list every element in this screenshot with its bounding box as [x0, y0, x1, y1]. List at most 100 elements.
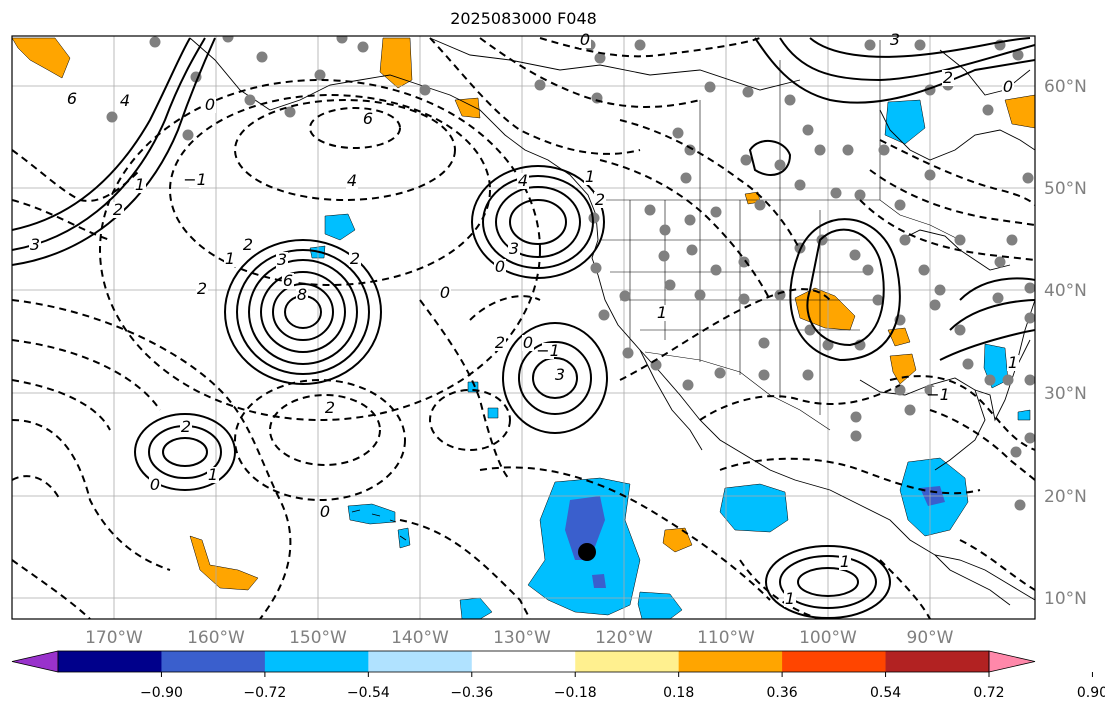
contour-label-bg: [204, 97, 216, 113]
colorbar-tick-label: −0.54: [347, 685, 390, 701]
lon-label: 120°W: [595, 628, 653, 648]
contour-label-bg: [189, 172, 201, 188]
contour-label-bg: [346, 173, 358, 189]
contour-label-bg: [517, 173, 529, 189]
station-dot: [954, 324, 966, 336]
station-dot: [849, 249, 861, 261]
station-dot: [680, 172, 692, 184]
lon-label: 100°W: [799, 628, 857, 648]
station-dot: [694, 289, 706, 301]
shade-orange-gulf-coast: [887, 327, 911, 347]
contour-label: −1: [183, 170, 207, 189]
contour-label: 6: [363, 109, 373, 128]
map-title: 2025083000 F048: [450, 9, 597, 28]
border-canada: [699, 40, 881, 200]
contour-label: 2: [243, 235, 253, 254]
colorbar-extend-low: [11, 650, 59, 673]
lon-label: 90°W: [907, 628, 954, 648]
political-borders: [598, 40, 961, 431]
station-dot: [644, 204, 656, 216]
station-dot: [357, 41, 369, 53]
station-dot: [1024, 374, 1035, 386]
colorbar-tick-labels: −0.90 −0.72 −0.54 −0.36 −0.18 0.18 0.36 0.54 0.7…: [140, 672, 1105, 701]
contour-label-bg: [296, 287, 308, 303]
contour-label: 1: [1008, 353, 1018, 372]
contour-label: 3: [277, 250, 287, 269]
coast-central-america: [934, 554, 1011, 606]
station-dot: [738, 256, 750, 268]
contour-west-edge: [12, 37, 191, 231]
coast-hawaii: [351, 509, 407, 541]
station-dot: [754, 199, 766, 211]
station-dot: [934, 284, 946, 296]
station-dot: [182, 129, 194, 141]
contour-label-bg: [542, 343, 554, 359]
station-dot: [758, 369, 770, 381]
lon-label: 140°W: [391, 628, 449, 648]
station-dot: [672, 127, 684, 139]
contour-label-bg: [494, 259, 506, 275]
contour-label: 1: [585, 167, 595, 186]
station-dot: [588, 212, 600, 224]
contour-label-bg: [349, 251, 361, 267]
lon-label: 170°W: [85, 628, 143, 648]
colorbar-bin: [58, 651, 162, 672]
contour-label: 0: [523, 333, 533, 352]
colorbar-bin: [161, 651, 266, 672]
contour-label: −1: [926, 385, 950, 404]
contour-label-bg: [196, 281, 208, 297]
high-center-pac: [532, 357, 578, 399]
contour-label: 0: [320, 502, 330, 521]
lon-label: 150°W: [289, 628, 347, 648]
coast-arctic: [429, 37, 801, 91]
station-dot: [598, 309, 610, 321]
shade-orange-gulf: [454, 97, 481, 119]
contour-label: 2: [325, 398, 335, 417]
contour-label: 4: [347, 171, 357, 190]
coast-gulf: [859, 377, 986, 471]
station-dot: [924, 169, 936, 181]
contour-label-bg: [119, 93, 131, 109]
station-dot: [850, 411, 862, 423]
colorbar-tick-label: −0.18: [554, 685, 597, 701]
station-dot: [738, 293, 750, 305]
low-center-mid: [269, 394, 381, 466]
contour-label: 4: [518, 171, 528, 190]
station-dot: [534, 79, 546, 91]
contour-label-bg: [554, 367, 566, 383]
colorbar-bin: [368, 651, 473, 672]
station-dot: [634, 39, 646, 51]
contour-label: 8: [297, 285, 307, 304]
high-center-sw: [162, 437, 208, 467]
station-dot: [619, 290, 631, 302]
contour-label: 0: [495, 257, 505, 276]
colorbar-frame: [57, 650, 990, 673]
station-dot: [1012, 49, 1024, 61]
shade-blue-atlantic-2: [1017, 409, 1031, 421]
contour-label-bg: [207, 467, 219, 483]
contour-midwest: [806, 228, 885, 347]
shade-blue-south: [637, 591, 683, 619]
shade-blue-pacific-1: [324, 213, 356, 241]
lat-label: 10°N: [1044, 589, 1087, 609]
colorbar-tick-label: 0.72: [973, 685, 1004, 701]
contour-label: 0: [205, 95, 215, 114]
map-background: [12, 36, 1035, 619]
contour-label: −1: [536, 341, 560, 360]
coast-uswest: [597, 274, 1035, 601]
contour-label-bg: [112, 202, 124, 218]
storm-center-marker: [578, 543, 596, 561]
lat-label: 50°N: [1044, 179, 1087, 199]
contour-label-bg: [784, 591, 796, 607]
station-dot: [982, 104, 994, 116]
station-dot: [314, 69, 326, 81]
lat-label: 20°N: [1044, 487, 1087, 507]
lon-label: 110°W: [697, 628, 755, 648]
coast-alaska: [189, 37, 599, 276]
station-dot: [740, 154, 752, 166]
station-dot: [872, 294, 884, 306]
contour-label: 1: [657, 303, 667, 322]
station-dot: [659, 224, 671, 236]
latitude-labels: 60°N 50°N 40°N 30°N 20°N 10°N: [1044, 77, 1087, 609]
contour-label-bg: [282, 273, 294, 289]
